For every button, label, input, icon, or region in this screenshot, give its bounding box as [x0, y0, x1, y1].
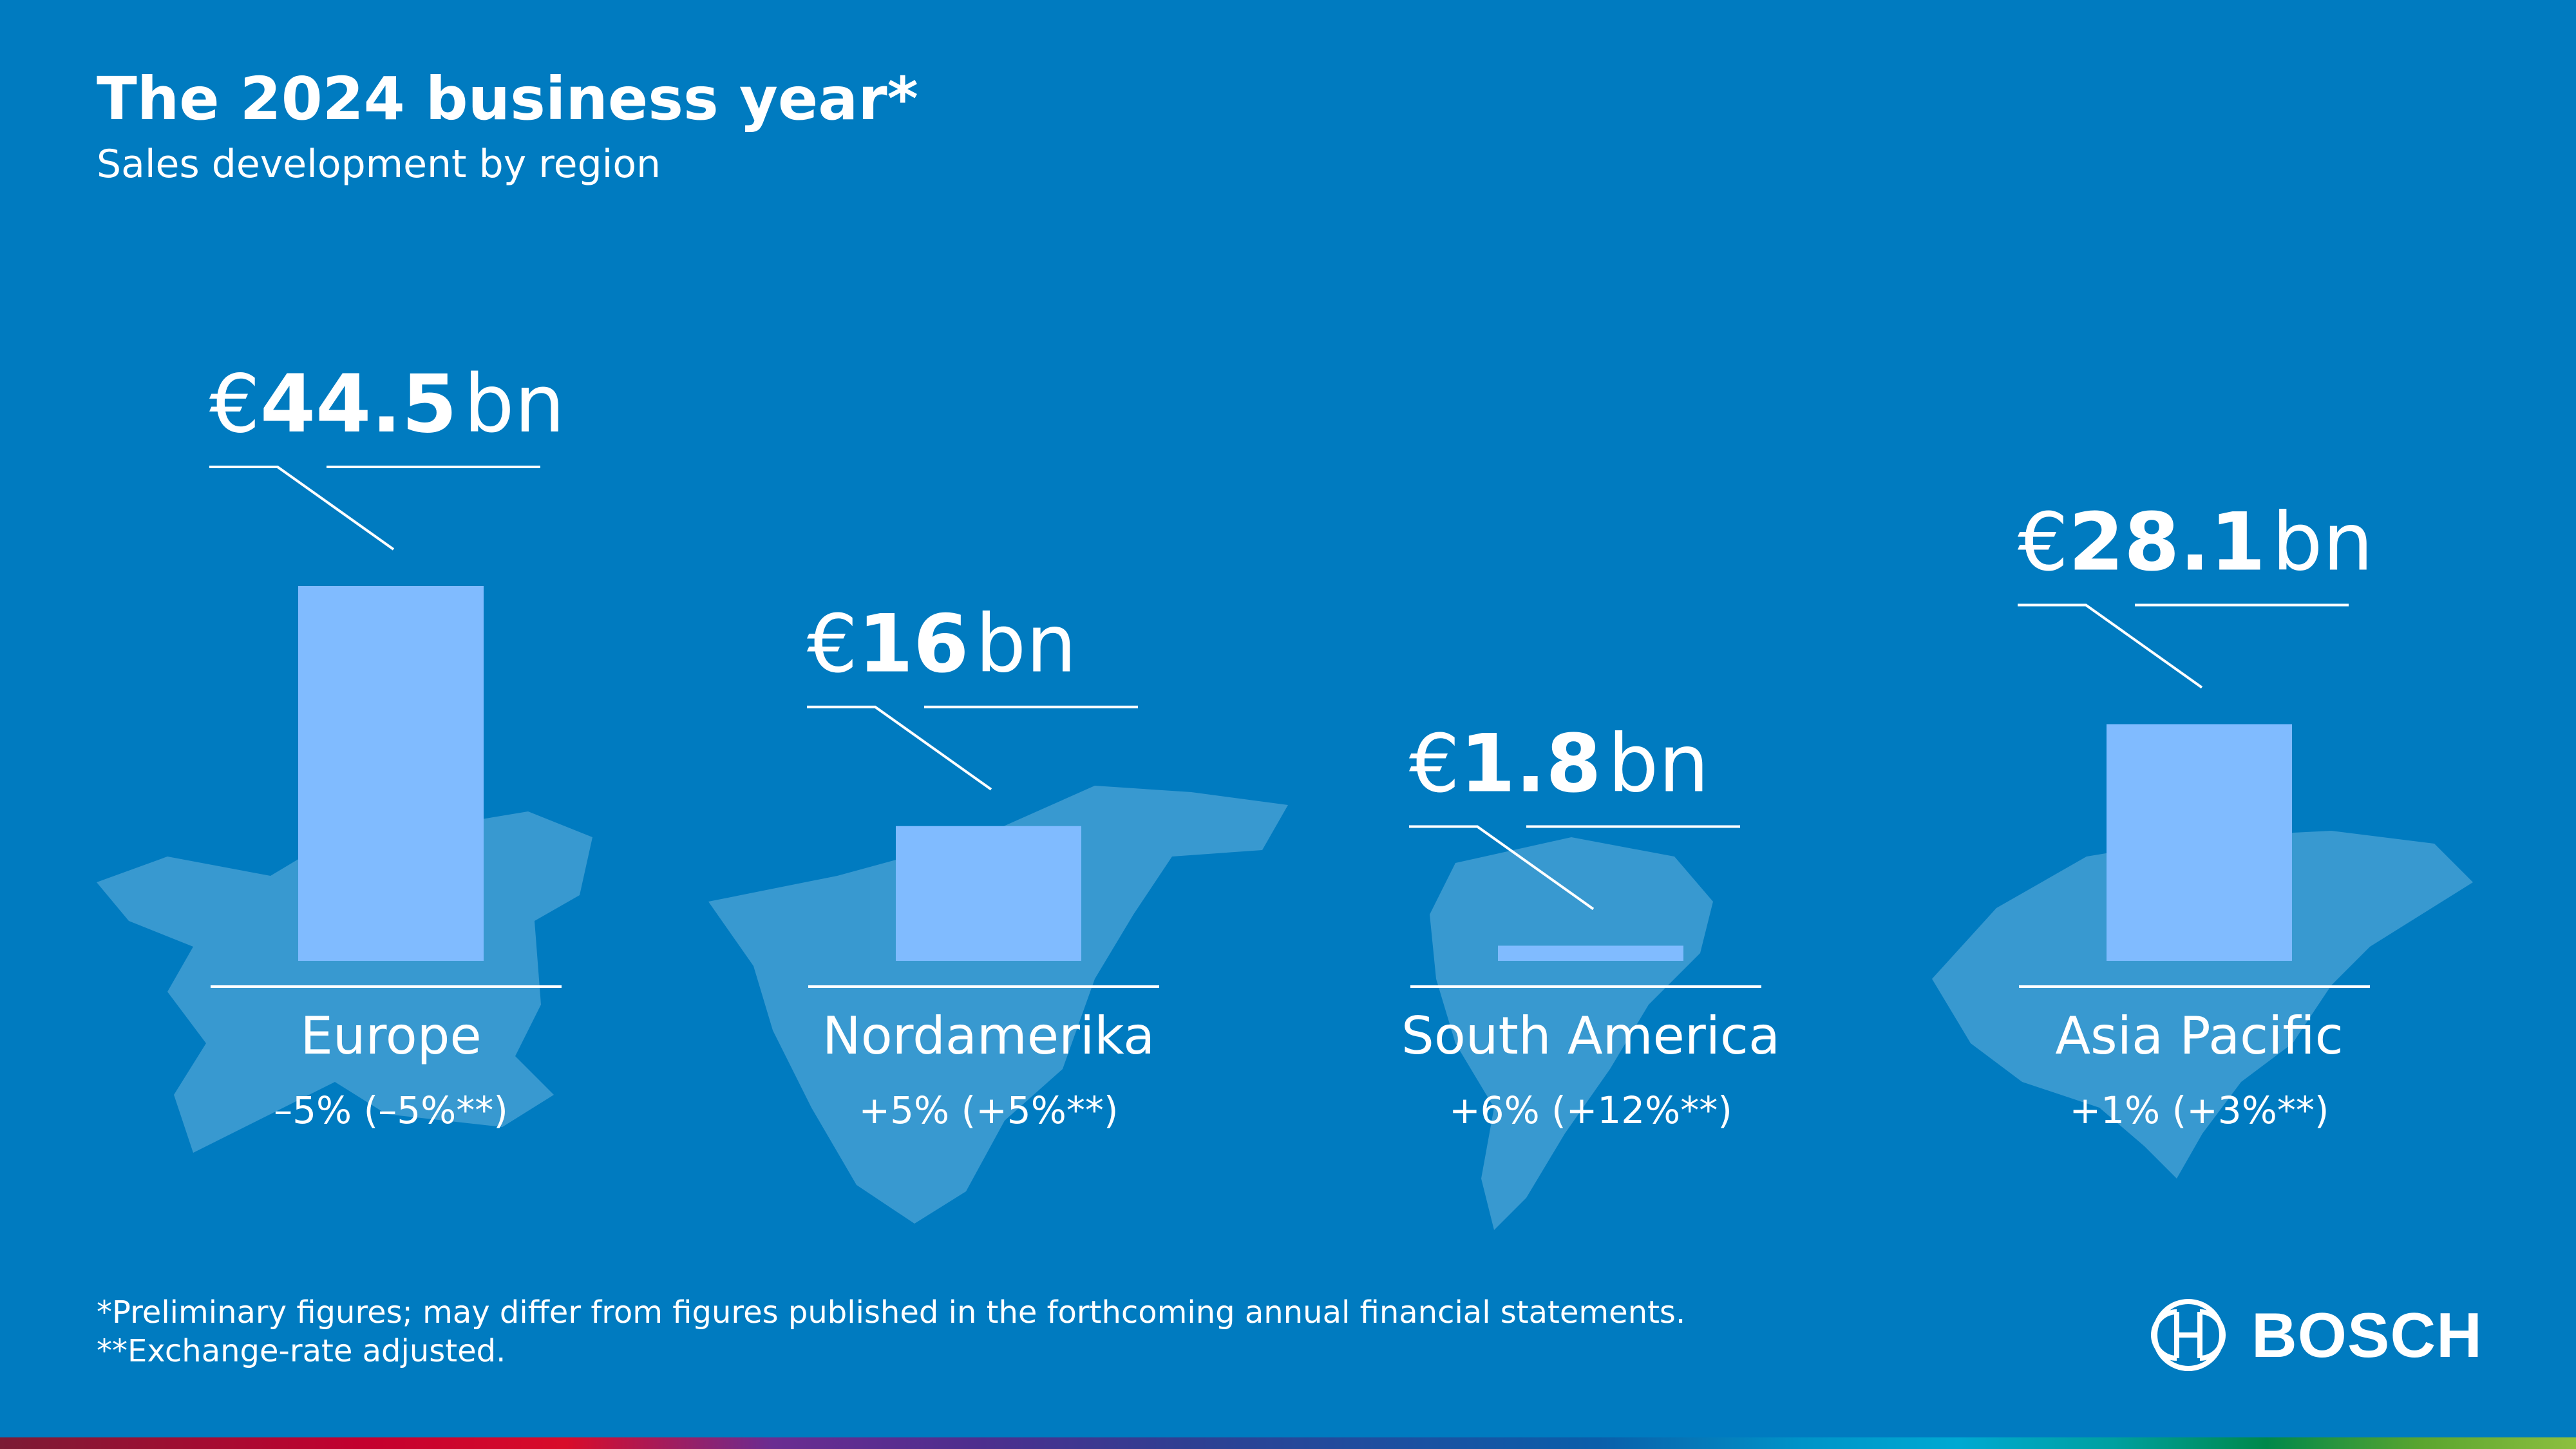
asia-pacific-map-silhouette [1932, 831, 2473, 1179]
data-label-nordamerika: €16bn [807, 598, 1077, 691]
change-label-south-america: +6% (+12%**) [1449, 1088, 1732, 1132]
footnote-preliminary: *Preliminary figures; may differ from fi… [97, 1294, 1686, 1331]
bar-south-america [1498, 945, 1683, 961]
south-america-map-silhouette [1430, 837, 1713, 1230]
bosch-wordmark: BOSCH [2251, 1299, 2483, 1370]
data-label-asia-pacific: €28.1bn [2018, 496, 2373, 589]
change-label-nordamerika: +5% (+5%**) [859, 1088, 1119, 1132]
callout-europe [209, 466, 395, 551]
change-label-europe: –5% (–5%**) [274, 1088, 508, 1132]
footnote-exchange-rate: **Exchange-rate adjusted. [97, 1333, 506, 1369]
brand-color-bar [0, 1437, 2576, 1449]
page-subtitle: Sales development by region [97, 142, 661, 187]
category-label-europe: Europe [300, 1006, 481, 1066]
category-label-asia-pacific: Asia Pacific [2055, 1006, 2343, 1066]
bar-europe [298, 586, 484, 961]
callout-asia-pacific [2018, 603, 2203, 689]
callout-nordamerika [807, 705, 992, 791]
category-label-south-america: South America [1401, 1006, 1780, 1066]
change-label-asia-pacific: +1% (+3%**) [2070, 1088, 2329, 1132]
bar-nordamerika [896, 826, 1081, 961]
data-label-europe: €44.5bn [209, 358, 565, 451]
north-america-map-silhouette [708, 786, 1288, 1224]
bosch-armature-icon [2151, 1299, 2226, 1371]
bosch-logo: BOSCH [2151, 1298, 2483, 1372]
page-title: The 2024 business year* [97, 64, 918, 133]
callout-south-america [1409, 825, 1595, 911]
data-label-south-america: €1.8bn [1409, 717, 1709, 810]
bar-asia-pacific [2107, 724, 2292, 961]
category-label-nordamerika: Nordamerika [822, 1006, 1155, 1066]
